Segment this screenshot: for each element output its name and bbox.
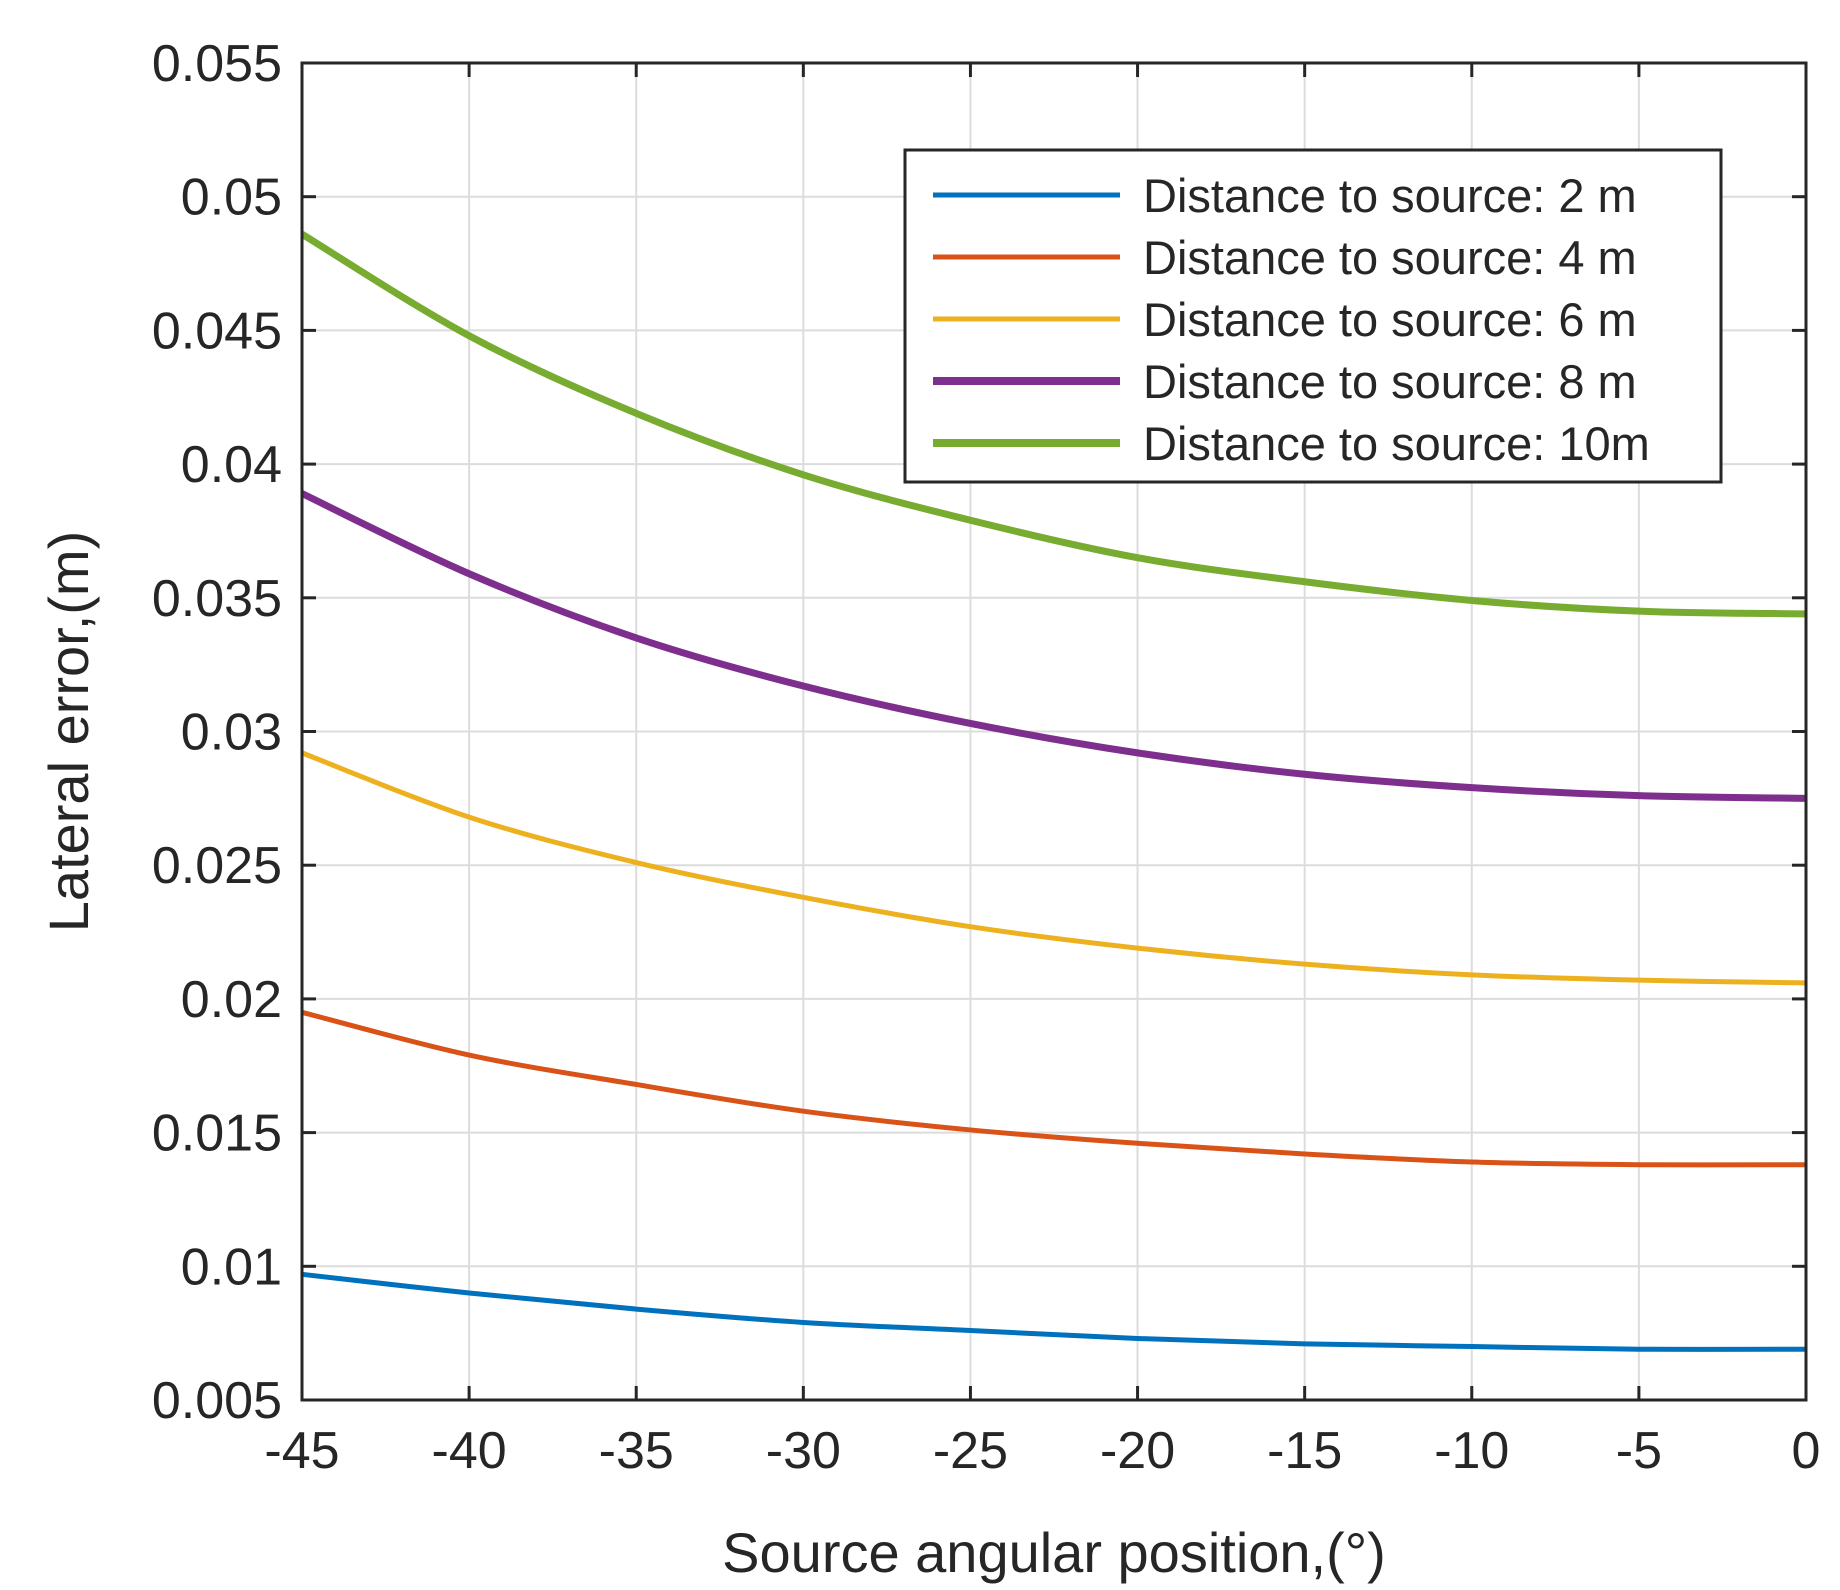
legend-box [903,148,1723,484]
x-tick-label: -15 [1267,1422,1342,1480]
series-line-3 [301,750,1807,986]
x-tick-label: -5 [1616,1422,1662,1480]
x-tick-label: -40 [432,1422,507,1480]
y-tick-label: 0.02 [181,971,282,1029]
series-line-5 [300,231,1807,618]
ticks: -45 -40 -35 -30 -25 -20 -15 -10 -5 0 0.005 0.01 0.01… [152,35,1821,1480]
y-tick-label: 0.04 [181,436,282,494]
legend-label-4: Distance to source: 8 m [1143,355,1637,408]
x-tick-label: -45 [264,1422,339,1480]
legend-label-1: Distance to source: 2 m [1143,169,1637,222]
x-tick-label: -25 [933,1422,1008,1480]
legend-label-2: Distance to source: 4 m [1143,231,1637,284]
series-line-2 [301,1009,1807,1168]
legend: Distance to source: 2 m Distance to sourc… [903,148,1723,484]
y-tick-label: 0.01 [181,1238,282,1296]
y-tick-label: 0.035 [152,570,282,628]
x-tick-label: -30 [766,1422,841,1480]
series-line-1 [301,1271,1807,1352]
x-tick-label: -35 [599,1422,674,1480]
y-tick-label: 0.015 [152,1105,282,1163]
y-tick-label: 0.005 [152,1372,282,1430]
y-axis-title: Lateral error,(m) [37,531,100,932]
y-tick-label: 0.025 [152,837,282,895]
y-tick-label: 0.03 [181,704,282,762]
series-line-4 [300,490,1807,802]
y-tick-label: 0.055 [152,35,282,93]
y-tick-label: 0.05 [181,169,282,227]
x-tick-label: -10 [1434,1422,1509,1480]
x-tick-label: 0 [1792,1422,1821,1480]
legend-label-3: Distance to source: 6 m [1143,293,1637,346]
x-tick-label: -20 [1100,1422,1175,1480]
legend-label-5: Distance to source: 10m [1143,417,1650,470]
series-lines [300,231,1807,1352]
x-axis-title: Source angular position,(°) [722,1521,1386,1584]
y-tick-label: 0.045 [152,302,282,360]
